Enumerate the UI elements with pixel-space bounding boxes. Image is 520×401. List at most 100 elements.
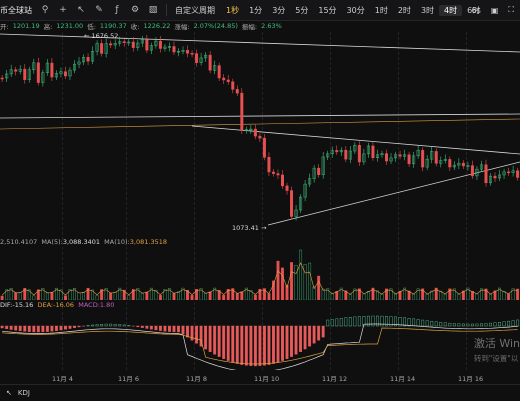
interval-tab-8[interactable]: 3时 — [416, 5, 439, 16]
macd-bar — [358, 317, 360, 326]
volume-bar — [173, 293, 175, 300]
volume-bar — [19, 292, 21, 300]
low-price-marker: 1073.41 → — [232, 224, 266, 232]
macd-bar — [263, 326, 265, 365]
volume-bar — [426, 294, 428, 300]
macd-bar — [182, 326, 184, 334]
macd-bar — [281, 326, 283, 361]
volume-bar — [51, 292, 53, 300]
candle-body — [191, 53, 193, 54]
x-tick-label: 11月 8 — [186, 373, 207, 383]
macd-bar — [209, 326, 211, 352]
candle-body — [218, 66, 220, 78]
interval-tab-4[interactable]: 15分 — [313, 5, 341, 16]
candlestick-chart[interactable] — [0, 32, 520, 237]
macd-bar — [227, 326, 229, 361]
candle-body — [222, 78, 224, 80]
candle-body — [317, 168, 319, 175]
interval-tab-6[interactable]: 1时 — [370, 5, 393, 16]
macd-bar — [60, 326, 62, 330]
candle-body — [290, 191, 292, 217]
macd-bar — [259, 326, 261, 366]
macd-bar — [168, 326, 170, 332]
macd-bar — [37, 326, 39, 332]
close-value: 1226.22 — [143, 22, 170, 30]
macd-bar — [195, 326, 197, 343]
macd-bar — [19, 326, 21, 331]
volume-bar — [222, 295, 224, 300]
fullscreen-icon[interactable]: ⛶ — [508, 5, 514, 15]
macd-bar — [141, 326, 143, 328]
crosshair-icon[interactable]: + — [56, 3, 70, 17]
macd-bar — [412, 319, 414, 326]
candle-body — [358, 145, 360, 162]
indicator-icon[interactable]: ƒ — [110, 3, 124, 17]
candle-body — [232, 82, 234, 90]
volume-bar — [241, 292, 243, 300]
cursor-icon[interactable]: ↖ — [74, 3, 88, 17]
macd-bar — [449, 323, 451, 326]
macd-histogram — [1, 316, 519, 366]
x-tick-label: 11月 14 — [390, 373, 415, 383]
camera-icon[interactable]: ▣ — [491, 6, 499, 15]
volume-bar — [109, 293, 111, 300]
interval-tab-3[interactable]: 5分 — [290, 5, 313, 16]
volume-bar — [290, 262, 292, 300]
chart-type-icon[interactable]: ▧ — [146, 3, 160, 17]
volume-bar — [254, 295, 256, 300]
indicator-tab-kdj[interactable]: KDJ — [18, 389, 30, 397]
candle-body — [123, 42, 125, 43]
interval-tab-7[interactable]: 2时 — [393, 5, 416, 16]
candle-body — [268, 157, 270, 172]
volume-bar — [268, 294, 270, 300]
macd-bar — [91, 325, 93, 326]
high-key: 高: — [44, 21, 53, 31]
high-price-marker: ← 1676.52 — [84, 32, 118, 40]
pencil-icon[interactable]: ✎ — [92, 3, 106, 17]
interval-dropdown[interactable]: 自定义周期 — [175, 5, 215, 16]
macd-bar — [10, 326, 12, 330]
macd-bar — [336, 319, 338, 326]
cursor-icon-bottom[interactable]: ↖ — [6, 389, 12, 397]
candle-body — [462, 163, 464, 166]
volume-chart[interactable] — [0, 246, 520, 300]
candle-body — [64, 72, 66, 76]
candle-body — [494, 176, 496, 178]
amplitude-value: 2.63% — [261, 22, 282, 30]
macd-bar — [494, 323, 496, 326]
candle-body — [281, 175, 283, 186]
search-icon[interactable]: ⚲ — [38, 3, 52, 17]
ma10-label: MA(10): — [104, 238, 130, 246]
settings-icon[interactable]: ⚙ — [128, 3, 142, 17]
candle-body — [159, 41, 161, 48]
candle-body — [100, 43, 102, 53]
volume-bar — [299, 250, 301, 300]
candle-body — [471, 166, 473, 176]
interval-tab-2[interactable]: 3分 — [267, 5, 290, 16]
refresh-interval[interactable]: 6s — [472, 6, 481, 15]
volume-bar — [82, 292, 84, 300]
interval-tab-9[interactable]: 4时 — [439, 5, 462, 16]
trend-line-upper — [0, 34, 520, 52]
macd-bar — [435, 322, 437, 326]
x-tick-label: 11月 12 — [322, 373, 347, 383]
open-key: 开: — [0, 21, 9, 31]
volume-info: 2,510.4107 MA(5):3,088.3401 MA(10):3,081… — [0, 238, 167, 246]
candle-body — [336, 150, 338, 151]
macd-chart[interactable] — [0, 308, 520, 370]
interval-tab-1[interactable]: 1分 — [244, 5, 267, 16]
candle-body — [277, 174, 279, 175]
macd-bar — [313, 326, 315, 343]
interval-tab-0[interactable]: 1秒 — [221, 5, 244, 16]
volume-bar — [381, 294, 383, 300]
interval-tab-5[interactable]: 30分 — [342, 5, 370, 16]
macd-bar — [507, 321, 509, 326]
macd-bar — [295, 326, 297, 354]
candle-body — [24, 69, 26, 80]
volume-bar — [191, 295, 193, 300]
macd-bar — [164, 326, 166, 331]
low-value: 1190.37 — [100, 22, 127, 30]
